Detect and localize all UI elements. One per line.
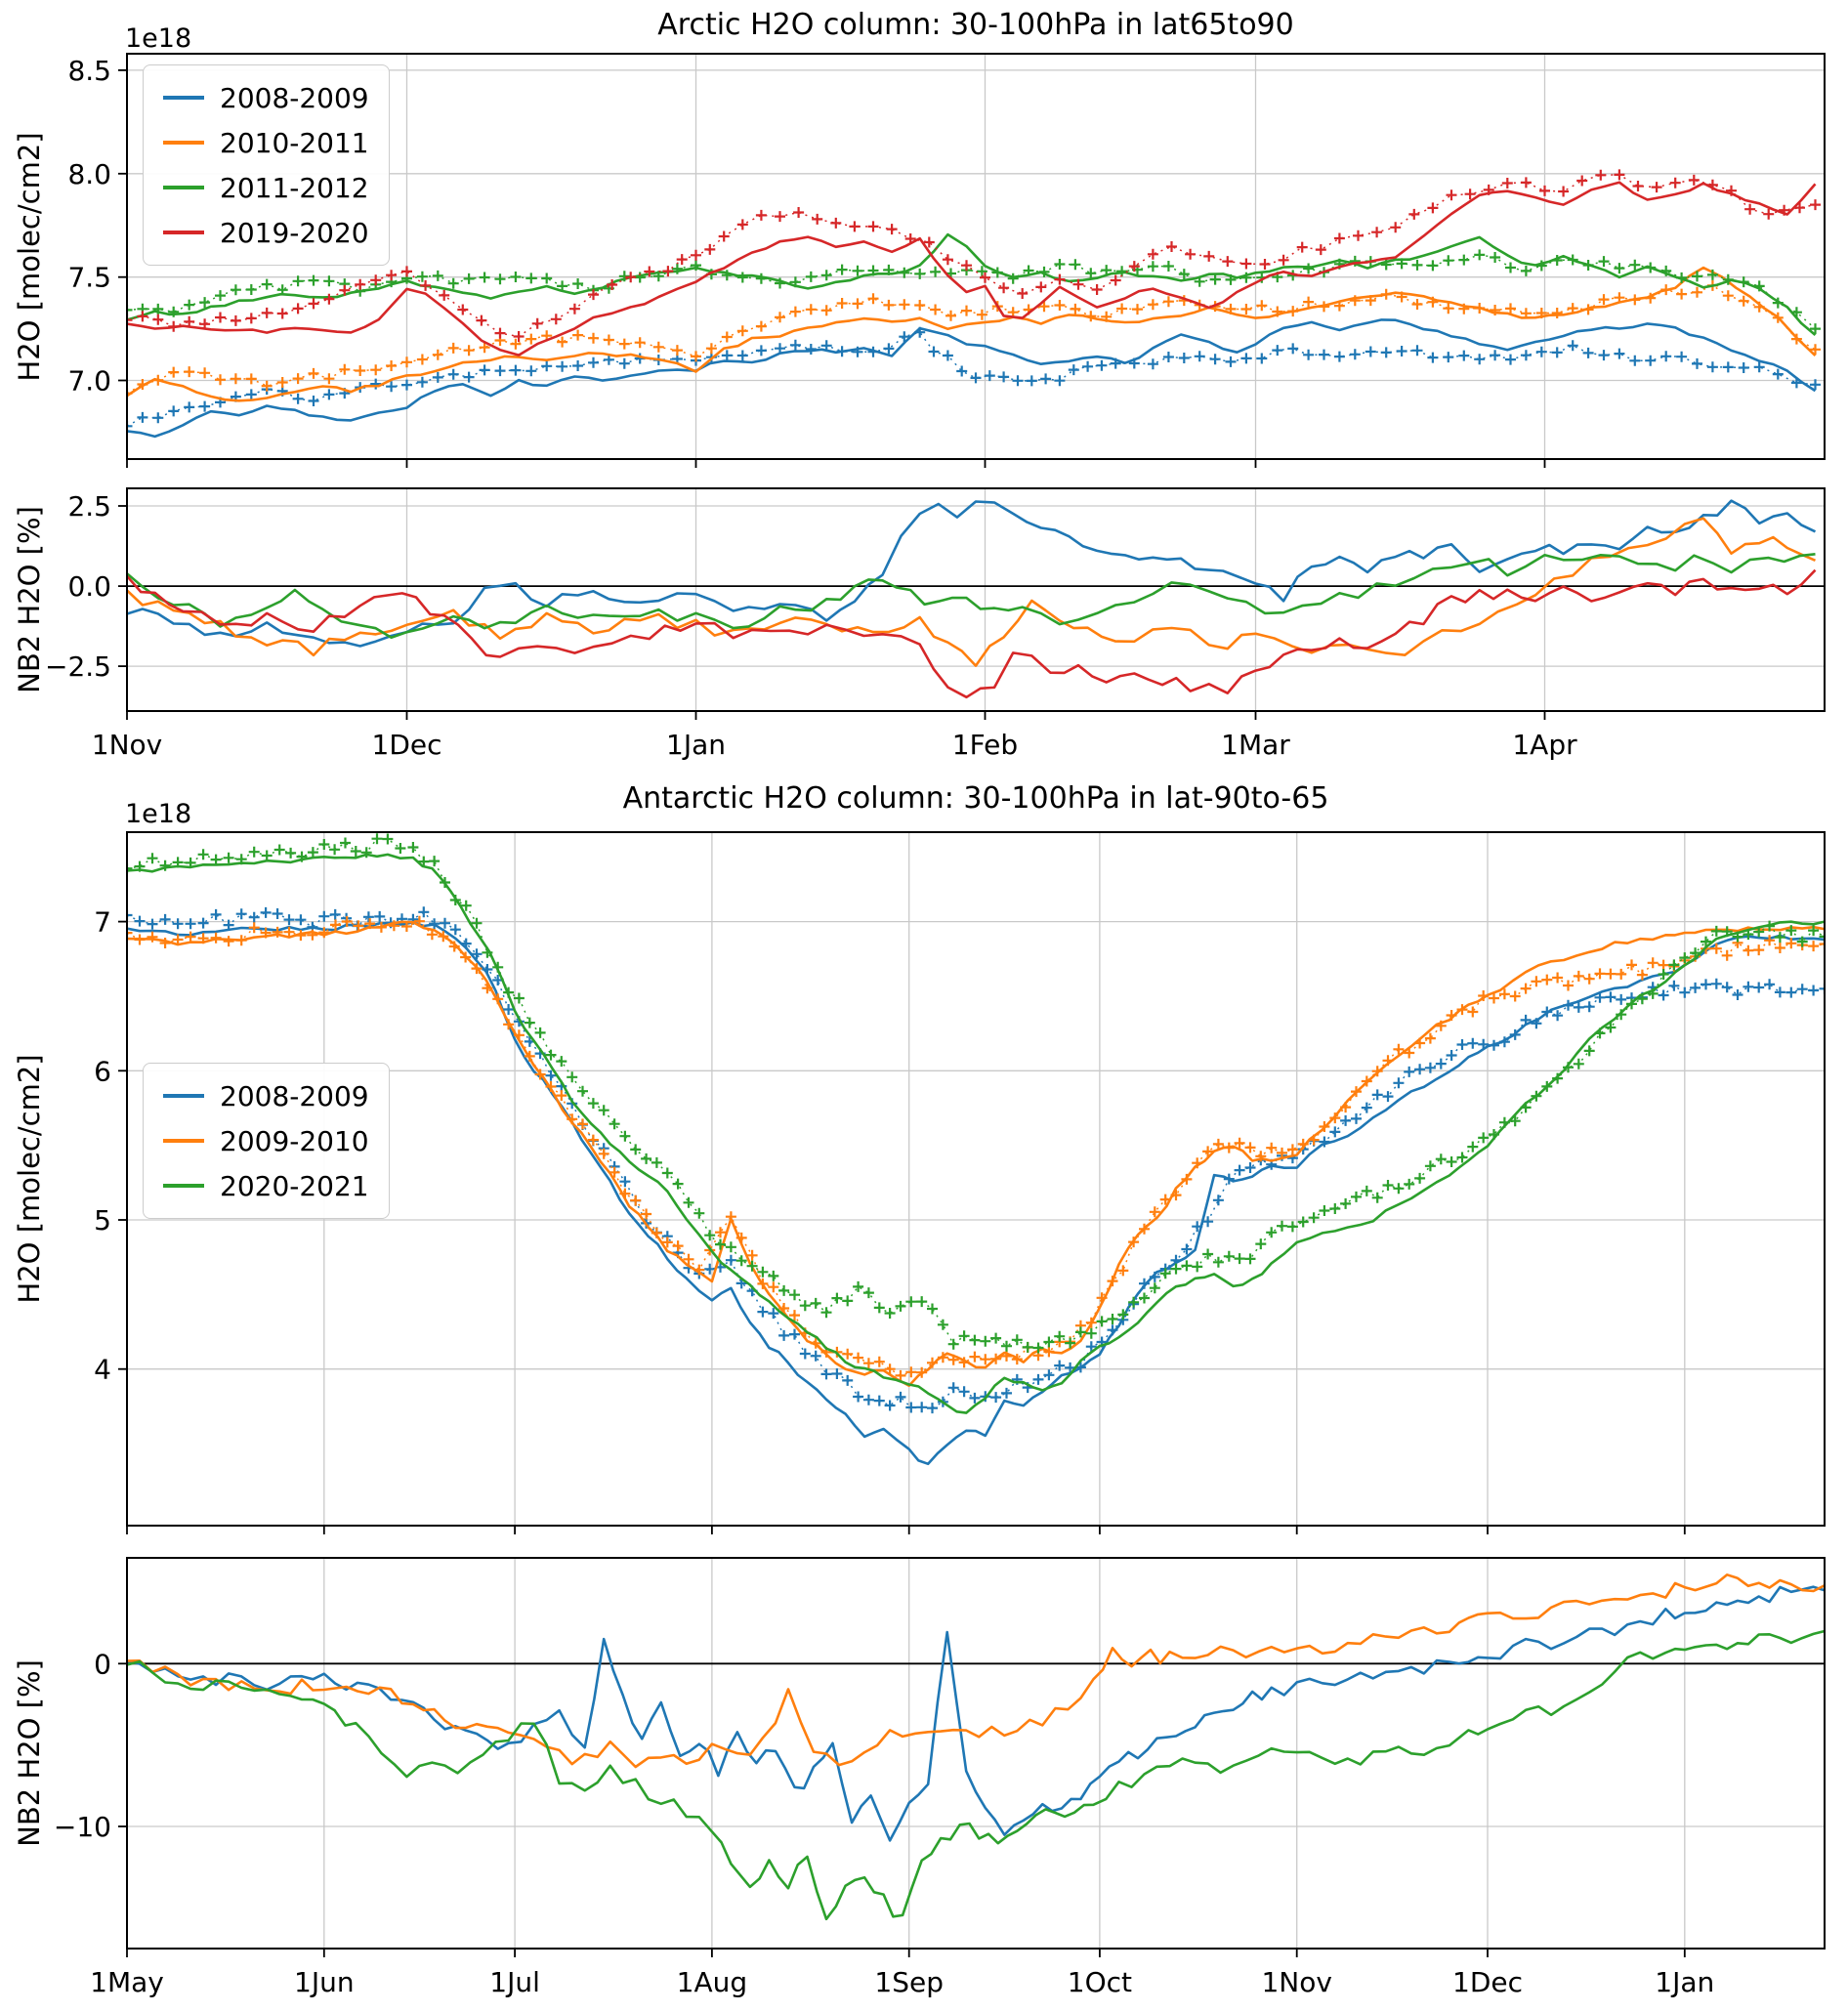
legend-label: 2009-2010 [220, 1124, 369, 1157]
svg-text:1Oct: 1Oct [1068, 1966, 1132, 1998]
svg-text:1Apr: 1Apr [1512, 729, 1577, 761]
svg-text:5: 5 [94, 1204, 111, 1237]
legend-label: 2008-2009 [220, 81, 369, 114]
legend-line-swatch [163, 231, 204, 234]
antarctic-offset-label: 1e18 [125, 799, 192, 829]
svg-text:1Dec: 1Dec [1452, 1966, 1523, 1998]
svg-text:1Dec: 1Dec [372, 729, 442, 761]
svg-text:6: 6 [94, 1055, 111, 1087]
antarctic-h2o-panel: 4 5 6 7 [94, 831, 1826, 1534]
svg-text:1Nov: 1Nov [92, 729, 162, 761]
legend-entry: 2019-2020 [163, 210, 369, 255]
legend-entry: 2008-2009 [163, 75, 369, 120]
svg-text:2.5: 2.5 [67, 490, 111, 523]
antarctic-legend: 2008-2009 2009-2010 2020-2021 [143, 1063, 390, 1219]
svg-text:7.0: 7.0 [67, 365, 111, 398]
svg-text:1Jul: 1Jul [489, 1966, 540, 1998]
svg-text:1Aug: 1Aug [677, 1966, 748, 1998]
arctic-offset-label: 1e18 [125, 23, 192, 54]
antarctic-title: Antarctic H2O column: 30-100hPa in lat-9… [622, 781, 1329, 816]
legend-line-swatch [163, 1184, 204, 1188]
legend-line-swatch [163, 1139, 204, 1143]
legend-label: 2010-2011 [220, 126, 369, 159]
svg-text:4: 4 [94, 1354, 111, 1386]
legend-entry: 2011-2012 [163, 165, 369, 210]
svg-text:0: 0 [94, 1648, 111, 1680]
svg-text:8.5: 8.5 [67, 55, 111, 87]
legend-label: 2020-2021 [220, 1169, 369, 1202]
svg-text:8.0: 8.0 [67, 158, 111, 190]
arctic-title: Arctic H2O column: 30-100hPa in lat65to9… [657, 8, 1294, 42]
legend-label: 2008-2009 [220, 1079, 369, 1112]
svg-text:1Nov: 1Nov [1261, 1966, 1331, 1998]
svg-text:−10: −10 [54, 1811, 111, 1843]
arctic-h2o-ylabel: H2O [molec/cm2] [13, 132, 46, 382]
legend-entry: 2010-2011 [163, 120, 369, 165]
legend-line-swatch [163, 186, 204, 189]
arctic-legend: 2008-2009 2010-2011 2011-2012 2019-2020 [143, 64, 390, 266]
legend-entry: 2008-2009 [163, 1073, 369, 1118]
svg-text:1Mar: 1Mar [1221, 729, 1290, 761]
svg-text:1Jan: 1Jan [666, 729, 726, 761]
arctic-nb2-ylabel: NB2 H2O [%] [13, 506, 46, 693]
arctic-nb2-panel: −2.5 0.0 2.5 1Nov 1Dec 1Jan 1Feb 1Mar 1Apr [45, 487, 1826, 761]
svg-text:7: 7 [94, 906, 111, 939]
svg-text:1Sep: 1Sep [874, 1966, 944, 1998]
antarctic-nb2-panel: −10 0 1May 1Jun 1Jul 1Aug 1Sep 1Oct 1Nov 1Dec 1Jan [54, 1557, 1826, 1998]
legend-entry: 2020-2021 [163, 1163, 369, 1208]
legend-line-swatch [163, 96, 204, 100]
antarctic-h2o-ylabel: H2O [molec/cm2] [13, 1054, 46, 1304]
antarctic-nb2-ylabel: NB2 H2O [%] [13, 1659, 46, 1847]
svg-text:1Jun: 1Jun [294, 1966, 355, 1998]
legend-line-swatch [163, 1094, 204, 1098]
svg-text:1May: 1May [90, 1966, 164, 1998]
svg-text:−2.5: −2.5 [45, 650, 111, 683]
legend-label: 2011-2012 [220, 171, 369, 204]
svg-text:1Feb: 1Feb [952, 729, 1018, 761]
legend-line-swatch [163, 141, 204, 145]
svg-text:1Jan: 1Jan [1655, 1966, 1714, 1998]
legend-label: 2019-2020 [220, 216, 369, 249]
svg-text:0.0: 0.0 [67, 570, 111, 603]
legend-entry: 2009-2010 [163, 1118, 369, 1163]
svg-text:7.5: 7.5 [67, 262, 111, 294]
arctic-h2o-panel: 7.0 7.5 8.0 8.5 [67, 53, 1826, 468]
